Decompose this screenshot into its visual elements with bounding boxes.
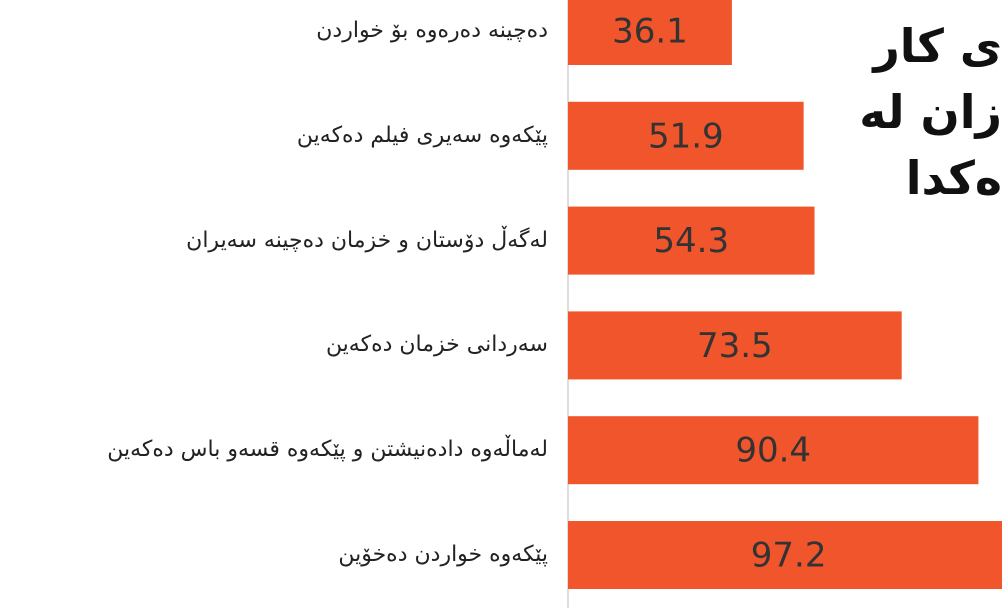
value-label: 36.1 (612, 12, 688, 52)
title-line: ی کار (871, 19, 1002, 73)
category-label: پێکەوە خواردن دەخۆین (0, 539, 548, 571)
category-label: سەردانی خزمان دەکەین (0, 329, 548, 361)
value-label: 73.5 (697, 326, 773, 366)
value-label: 90.4 (735, 431, 811, 471)
category-text: لەماڵەوە دادەنیشتن و پێکەوە قسەو باس دەک… (107, 437, 548, 463)
category-label: پێکەوە سەیری فیلم دەکەین (0, 120, 548, 152)
category-label: لەماڵەوە دادەنیشتن و پێکەوە قسەو باس دەک… (0, 434, 548, 466)
value-label: 97.2 (751, 536, 827, 576)
category-text: پێکەوە سەیری فیلم دەکەین (296, 122, 548, 148)
category-label: دەچینە دەرەوە بۆ خواردن (0, 15, 548, 47)
value-label: 51.9 (648, 116, 724, 156)
category-label: لەگەڵ دۆستان و خزمان دەچینە سەیران (0, 225, 548, 257)
bar (568, 101, 804, 170)
value-label: 54.3 (653, 221, 729, 261)
bar (568, 206, 815, 275)
bar (568, 0, 732, 65)
category-text: دەچینە دەرەوە بۆ خواردن (316, 18, 548, 44)
category-text: لەگەڵ دۆستان و خزمان دەچینە سەیران (186, 227, 548, 253)
bar (568, 416, 979, 485)
bar (568, 521, 1002, 589)
bar (568, 311, 902, 380)
category-text: سەردانی خزمان دەکەین (325, 332, 548, 358)
category-text: پێکەوە خواردن دەخۆین (338, 542, 548, 568)
title-line: ەکدا (906, 151, 1002, 205)
title-line: زان له (859, 85, 1002, 139)
